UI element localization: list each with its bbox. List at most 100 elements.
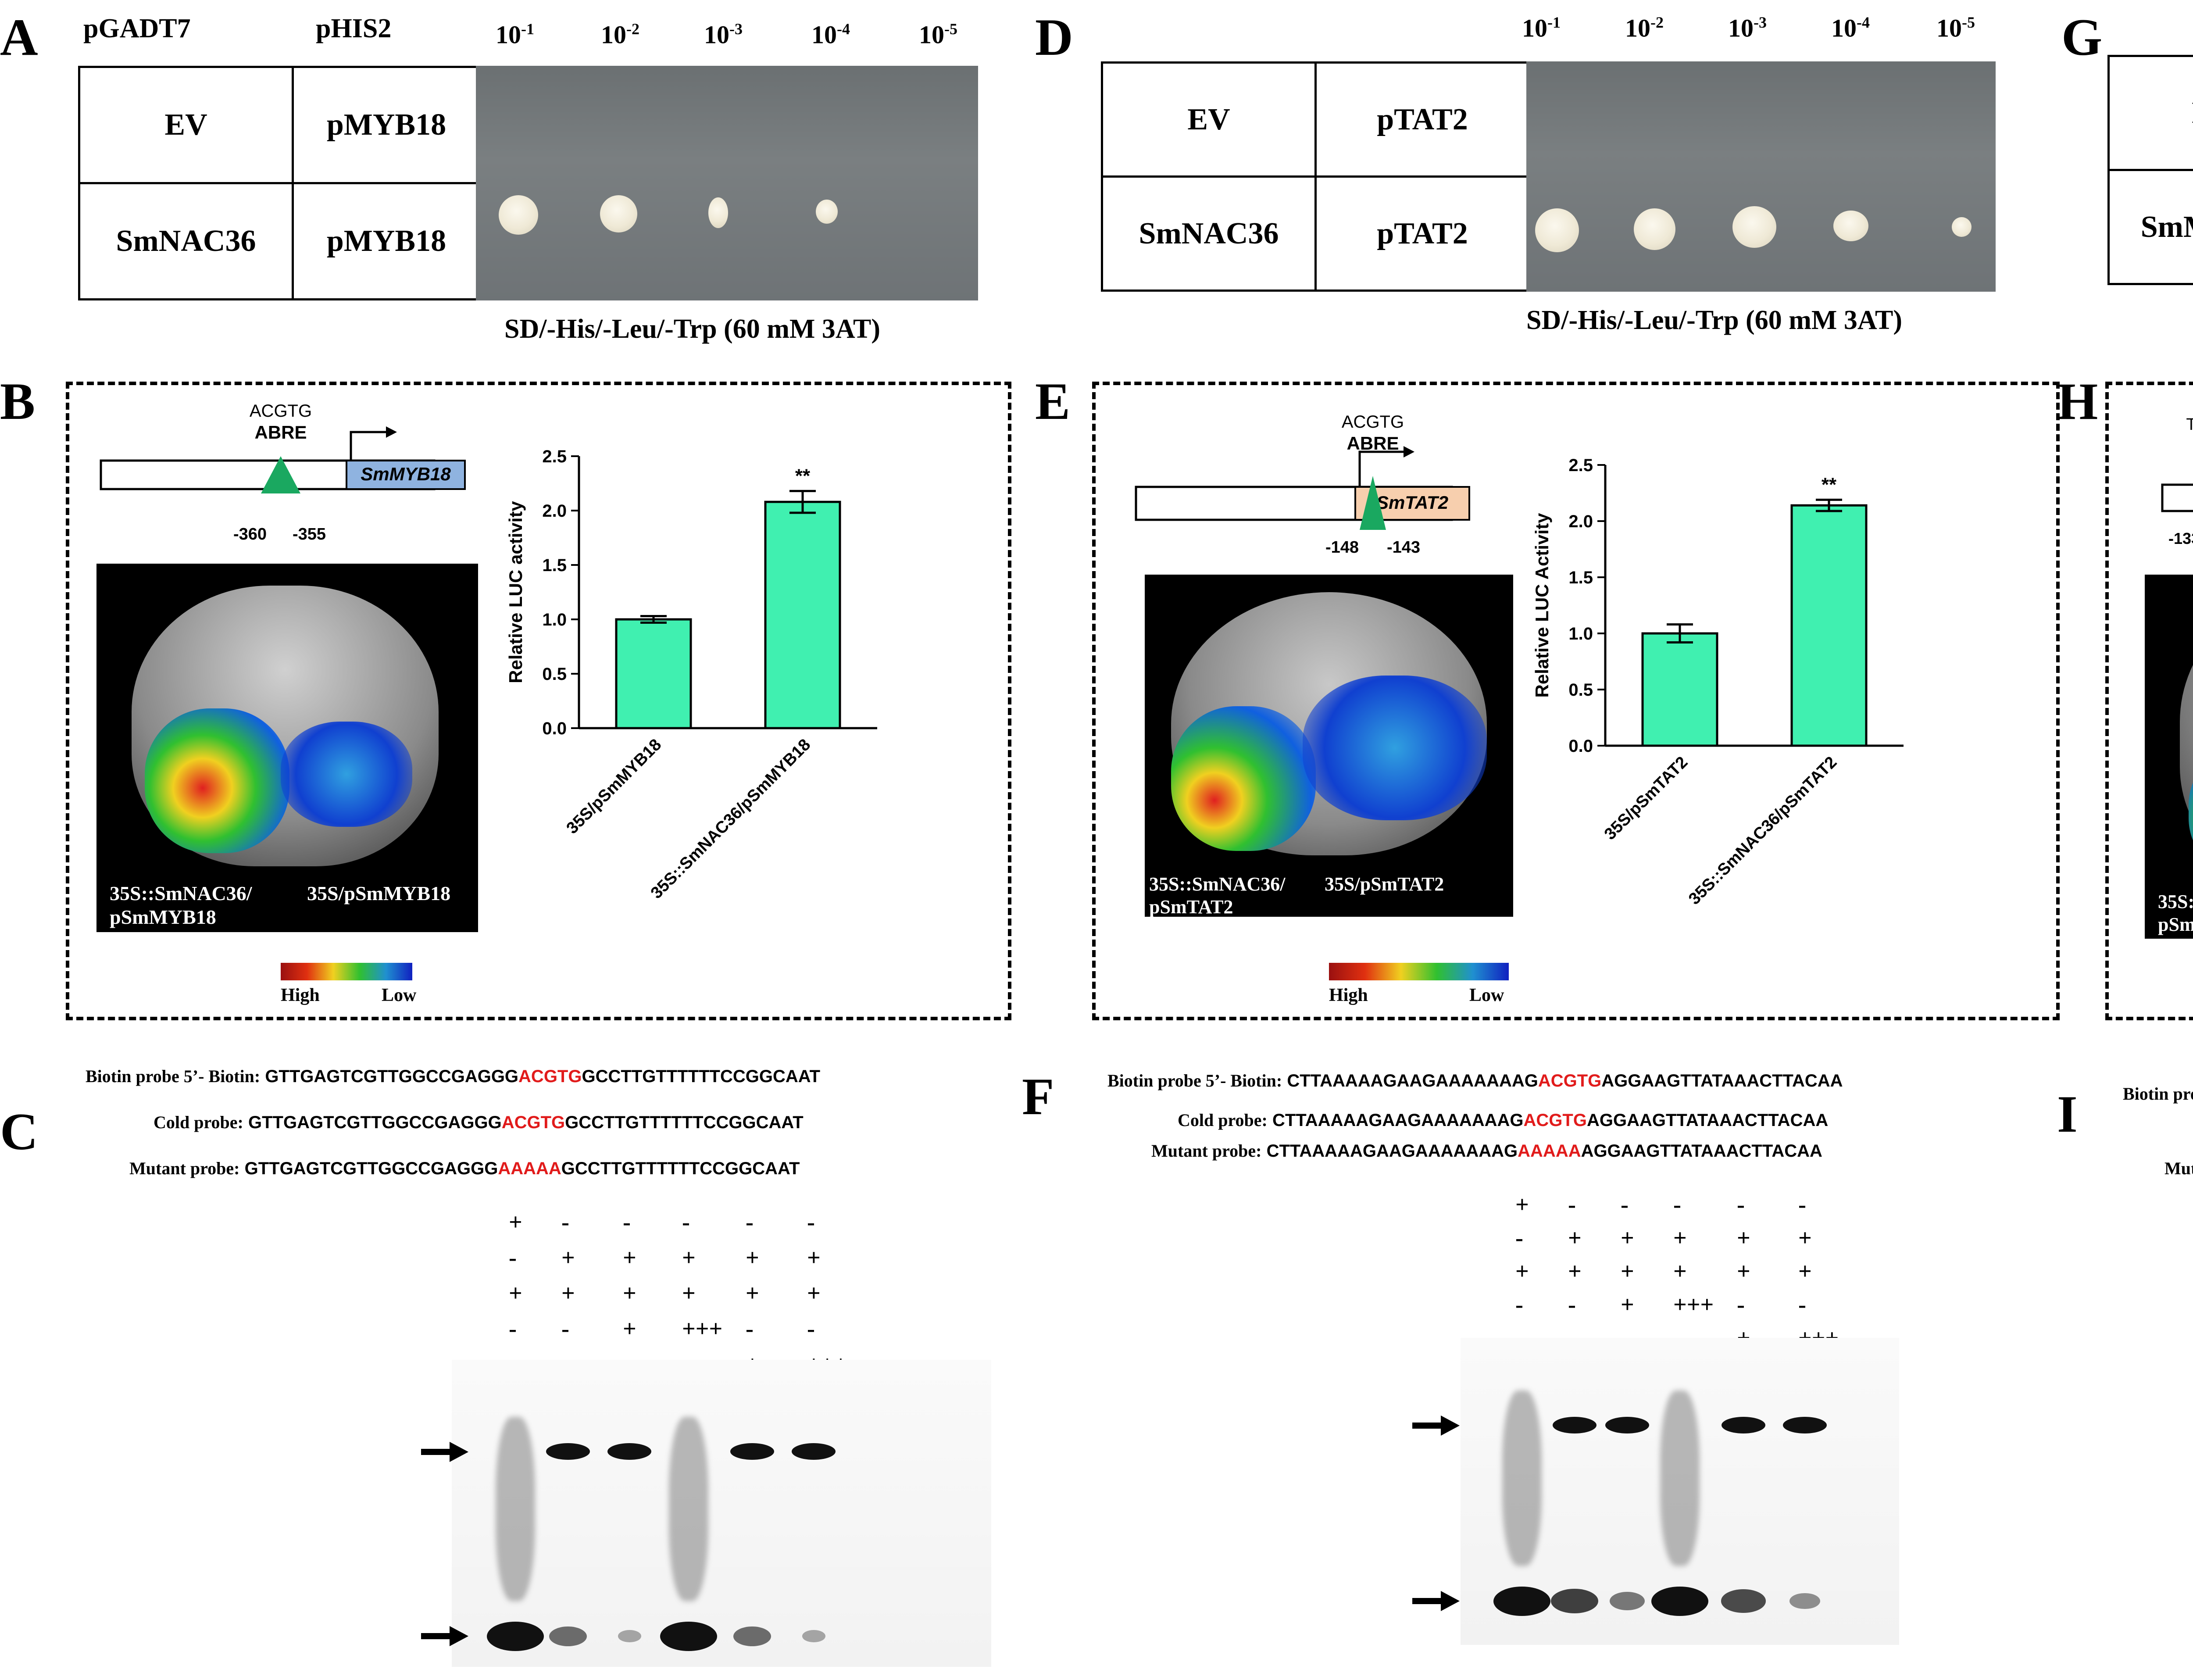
motif-end: -143	[1387, 538, 1420, 557]
probe-sequence-biotin: Biotin probe 5’- Biotin: CTTAAAAAGAAGAAA…	[1107, 1071, 1843, 1090]
y-tick-label: 2.5	[1568, 456, 1593, 475]
motif-start: -360	[233, 525, 267, 543]
y-tick-label: 1.5	[1568, 568, 1593, 587]
condition-cell: -	[746, 1209, 754, 1235]
probe-sequence-mutant: Mutant probe: TTAAATTATAAAAAAATAGGAAAAAA…	[2164, 1158, 2193, 1178]
promoter-diagram-e: SmTAT2 ACGTG ABRE -148 -143	[1135, 412, 1470, 557]
ad-cell: SmMYB18	[2107, 169, 2193, 285]
y-tick-label: 2.0	[1568, 512, 1593, 531]
condition-cell: -	[1515, 1291, 1523, 1318]
colony	[1634, 208, 1675, 250]
condition-cell: +	[1621, 1225, 1634, 1251]
luc-leaf-image-h: 35S::SmMYB18/pSmTAT2 35S/pSmTAT2	[2145, 575, 2193, 939]
lane-smear	[1660, 1390, 1700, 1566]
y1h-table-g: EV pTAT2 SmMYB18 pTAT2	[2107, 55, 2193, 285]
condition-cell: +	[509, 1209, 522, 1235]
free-probe-band	[660, 1621, 717, 1651]
condition-cell: +	[509, 1280, 522, 1306]
dilution-label: 10-4	[1831, 14, 1870, 43]
condition-cell: +	[1568, 1258, 1582, 1284]
y-tick-label: 0.0	[1568, 736, 1593, 756]
leaf-label-right: 35S/pSmTAT2	[1325, 873, 1444, 895]
condition-cell: -	[1568, 1291, 1576, 1318]
condition-cell: +	[561, 1244, 575, 1271]
condition-cell: -	[1673, 1191, 1681, 1218]
probe-sequence-biotin: Biotin probe 5’- Biotin: TTAAATTATAAAAAA…	[2123, 1084, 2193, 1104]
free-probe-band	[487, 1621, 544, 1651]
shift-band	[1722, 1417, 1765, 1433]
y-tick-label: 0.0	[542, 719, 567, 738]
free-probe-band	[802, 1630, 825, 1643]
condition-cell: +	[1737, 1258, 1750, 1284]
panel-label-h: H	[2057, 372, 2098, 430]
arrow-right-icon	[421, 1626, 468, 1646]
free-probe-band	[1551, 1589, 1598, 1613]
bar	[764, 500, 841, 729]
x-tick-label: 35S::SmNAC36/pSmTAT2	[1685, 753, 1840, 908]
gene-box	[346, 460, 466, 490]
condition-cell: +++	[682, 1315, 723, 1342]
bd-cell: pTAT2	[1314, 175, 1530, 292]
x-tick-label: 35S/pSmTAT2	[1601, 753, 1691, 844]
bar	[615, 618, 692, 729]
condition-cell: +	[746, 1280, 759, 1306]
intensity-scale-e	[1329, 963, 1509, 980]
scale-low: Low	[1469, 985, 1504, 1005]
motif-seq: ACGTG	[1342, 412, 1404, 432]
colony	[1535, 208, 1579, 252]
medium-caption-d: SD/-His/-Leu/-Trp (60 mM 3AT)	[1526, 305, 1903, 335]
free-probe-band	[1609, 1591, 1645, 1611]
condition-cell: +++	[1673, 1291, 1714, 1318]
free-probe-band	[1789, 1593, 1820, 1609]
x-tick-label: 35S/pSmMYB18	[563, 736, 665, 838]
condition-cell: -	[561, 1315, 569, 1342]
dilution-label: 10-5	[919, 20, 957, 49]
dilution-label: 10-2	[601, 20, 639, 49]
intensity-scale-b	[281, 963, 412, 980]
probe-sequence-biotin: Biotin probe 5’- Biotin: GTTGAGTCGTTGGCC…	[86, 1066, 821, 1086]
free-probe-band	[1651, 1586, 1708, 1616]
condition-cell: +	[1568, 1225, 1582, 1251]
probe-sequence-mutant: Mutant probe: CTTAAAAAGAAGAAAAAAAGAAAAAA…	[1151, 1141, 1822, 1161]
condition-cell: +	[1673, 1258, 1687, 1284]
condition-cell: +	[1621, 1258, 1634, 1284]
significance-marker: **	[1822, 474, 1837, 495]
condition-cell: +	[682, 1280, 696, 1306]
dilution-label: 10-4	[811, 20, 850, 49]
condition-cell: +	[623, 1315, 636, 1342]
luc-bar-chart-b: 0.0 0.5 1.0 1.5 2.0 2.5 Relative LUC activity 3…	[505, 447, 877, 902]
y-tick-label: 1.5	[542, 556, 567, 575]
panel-label-i: I	[2057, 1085, 2078, 1143]
luc-panel-b	[66, 382, 1011, 1020]
luc-bar-chart-e: 0.0 0.5 1.0 1.5 2.0 2.5 Relative LUC Activity 3…	[1532, 456, 1904, 908]
leaf-label-left: 35S::SmMYB18/pSmTAT2	[2158, 891, 2193, 935]
condition-cell: +	[1515, 1191, 1529, 1218]
motif-seq: TAACTG	[2186, 415, 2193, 434]
free-probe-band	[549, 1626, 587, 1646]
pgadt7-header: pGADT7	[83, 14, 191, 43]
panel-label-a: A	[0, 8, 38, 66]
motif-end: -355	[293, 525, 326, 543]
condition-cell: -	[1737, 1291, 1745, 1318]
phis2-header: pHIS2	[316, 14, 392, 43]
condition-cell: -	[807, 1315, 815, 1342]
gene-name: SmMYB18	[361, 464, 451, 484]
emsa-gel-image	[452, 1360, 991, 1667]
condition-cell: -	[1515, 1225, 1523, 1251]
abre-motif-icon	[1360, 476, 1386, 530]
yeast-plate-a	[476, 66, 978, 300]
condition-cell: +	[561, 1280, 575, 1306]
colony	[1833, 211, 1868, 241]
condition-cell: +	[1673, 1225, 1687, 1251]
probe-sequence-cold: Cold probe: GTTGAGTCGTTGGCCGAGGGACGTGGCC…	[154, 1112, 804, 1132]
dilution-label: 10-3	[1728, 14, 1767, 43]
dilution-label: 10-1	[1522, 14, 1561, 43]
colony	[816, 200, 838, 224]
motif-name: ABRE	[254, 422, 307, 443]
panel-label-b: B	[0, 372, 36, 430]
y-axis-label: Relative LUC Activity	[1532, 513, 1552, 698]
panel-label-c: C	[0, 1102, 38, 1161]
condition-cell: -	[561, 1209, 569, 1235]
leaf-label-left: 35S::SmNAC36/pSmTAT2	[1149, 873, 1286, 918]
shift-band	[1783, 1417, 1827, 1433]
